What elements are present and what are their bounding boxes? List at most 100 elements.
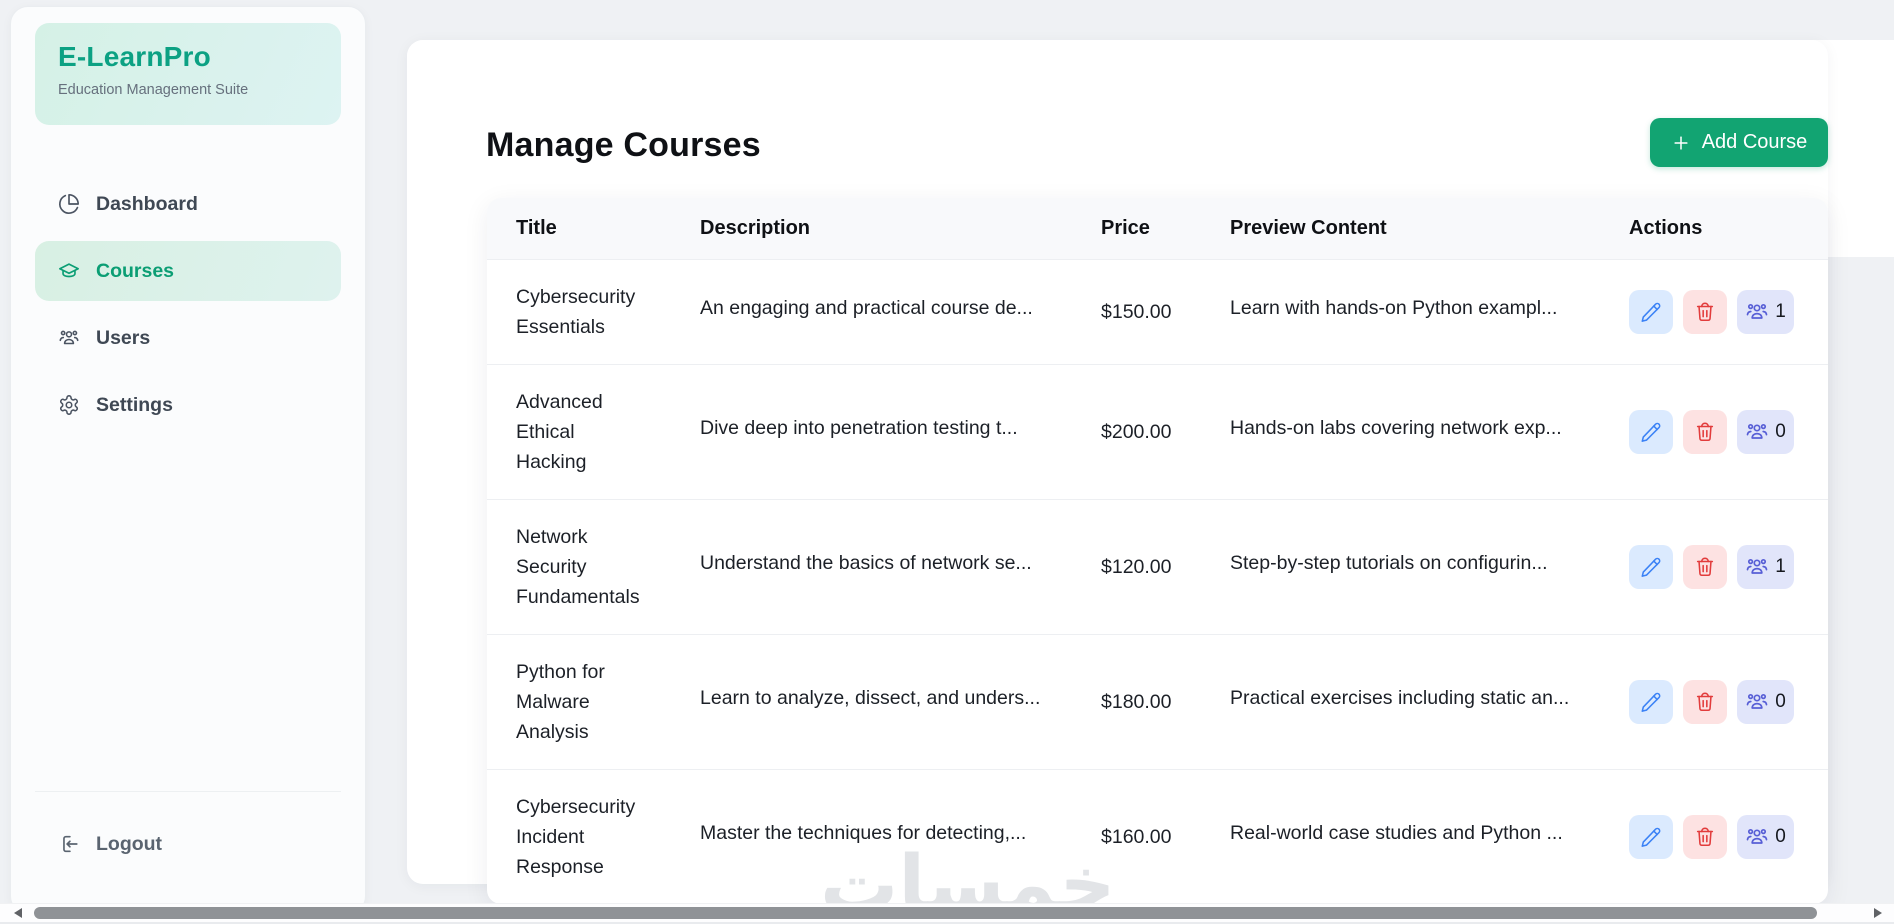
course-preview: Practical exercises including static an.… [1230,686,1570,709]
course-description-cell: An engaging and practical course de... [700,259,1101,365]
users-group-icon [1745,825,1769,849]
course-price-cell: $200.00 [1101,364,1230,500]
edit-course-button[interactable] [1629,545,1673,589]
sidebar-item-courses[interactable]: Courses [35,241,341,301]
column-header-actions: Actions [1629,217,1703,239]
course-description-cell: Learn to analyze, dissect, and unders... [700,634,1101,770]
course-actions-cell: 0 [1629,364,1828,500]
course-preview: Learn with hands-on Python exampl... [1230,296,1558,319]
course-actions-cell: 0 [1629,769,1828,904]
pencil-icon [1640,556,1662,578]
enrolled-count: 0 [1775,691,1786,712]
course-preview-cell: Real-world case studies and Python ... [1230,769,1629,904]
sidebar-item-label: Dashboard [96,192,198,215]
table-row: Advanced Ethical Hacking Dive deep into … [487,364,1828,500]
sidebar-item-dashboard[interactable]: Dashboard [35,174,341,234]
scroll-left-arrow-icon[interactable] [14,908,22,918]
sidebar-item-label: Users [96,326,151,349]
course-description: An engaging and practical course de... [700,296,1033,319]
course-title-cell: Cybersecurity Incident Response [487,769,700,904]
sidebar-item-label: Courses [96,259,175,282]
course-description-cell: Understand the basics of network se... [700,499,1101,635]
enrolled-count: 1 [1775,556,1786,577]
app-tagline: Education Management Suite [58,82,249,98]
course-description: Learn to analyze, dissect, and unders... [700,686,1041,709]
users-icon [58,327,80,349]
course-preview-cell: Practical exercises including static an.… [1230,634,1629,770]
table-row: Network Security Fundamentals Understand… [487,499,1828,635]
delete-course-button[interactable] [1683,290,1727,334]
users-group-icon [1745,690,1769,714]
column-header-preview-content: Preview Content [1230,217,1387,239]
course-title: Cybersecurity Essentials [516,286,636,338]
logout-button[interactable]: Logout [35,816,341,872]
enrolled-count: 0 [1775,421,1786,442]
enrolled-users-button[interactable]: 1 [1737,545,1794,589]
delete-course-button[interactable] [1683,545,1727,589]
pencil-icon [1640,691,1662,713]
column-header-title: Title [516,217,557,239]
users-group-icon [1745,555,1769,579]
course-preview-cell: Step-by-step tutorials on configurin... [1230,499,1629,635]
course-preview: Hands-on labs covering network exp... [1230,416,1562,439]
enrolled-count: 1 [1775,301,1786,322]
course-description: Master the techniques for detecting,... [700,821,1027,844]
delete-course-button[interactable] [1683,815,1727,859]
course-preview: Real-world case studies and Python ... [1230,821,1563,844]
course-price: $150.00 [1101,301,1172,323]
logout-icon [58,833,80,855]
enrolled-users-button[interactable]: 0 [1737,815,1794,859]
trash-icon [1694,301,1716,323]
sidebar: E-LearnPro Education Management Suite Da… [10,6,366,914]
table-row: Cybersecurity Incident Response Master t… [487,769,1828,904]
enrolled-users-button[interactable]: 0 [1737,680,1794,724]
trash-icon [1694,421,1716,443]
scroll-right-arrow-icon[interactable] [1874,908,1882,918]
edit-course-button[interactable] [1629,680,1673,724]
course-price-cell: $150.00 [1101,259,1230,365]
course-description-cell: Dive deep into penetration testing t... [700,364,1101,500]
course-actions-cell: 1 [1629,259,1828,365]
course-description: Dive deep into penetration testing t... [700,416,1018,439]
sidebar-footer: Logout [35,791,341,872]
add-course-label: Add Course [1701,131,1808,153]
course-price-cell: $160.00 [1101,769,1230,904]
horizontal-scrollbar[interactable] [0,903,1894,924]
course-title-cell: Python for Malware Analysis [487,634,700,770]
add-course-button[interactable]: Add Course [1650,118,1828,167]
trash-icon [1694,691,1716,713]
course-title-cell: Advanced Ethical Hacking [487,364,700,500]
users-group-icon [1745,420,1769,444]
enrolled-users-button[interactable]: 0 [1737,410,1794,454]
sidebar-nav: Dashboard Courses Users Settings [11,174,365,435]
gear-icon [58,394,80,416]
pencil-icon [1640,826,1662,848]
users-group-icon [1745,300,1769,324]
pencil-icon [1640,301,1662,323]
enrolled-count: 0 [1775,826,1786,847]
column-header-description: Description [700,217,811,239]
edit-course-button[interactable] [1629,815,1673,859]
enrolled-users-button[interactable]: 1 [1737,290,1794,334]
trash-icon [1694,556,1716,578]
course-title: Python for Malware Analysis [516,661,605,743]
pie-chart-icon [58,193,80,215]
course-description-cell: Master the techniques for detecting,... [700,769,1101,904]
pencil-icon [1640,421,1662,443]
logout-label: Logout [96,832,163,855]
edit-course-button[interactable] [1629,290,1673,334]
course-title-cell: Cybersecurity Essentials [487,259,700,365]
sidebar-item-settings[interactable]: Settings [35,375,341,435]
scrollbar-thumb[interactable] [34,907,1817,919]
table-row: Cybersecurity Essentials An engaging and… [487,259,1828,365]
course-preview-cell: Hands-on labs covering network exp... [1230,364,1629,500]
delete-course-button[interactable] [1683,680,1727,724]
course-title: Cybersecurity Incident Response [516,796,636,878]
sidebar-item-label: Settings [96,393,173,416]
edit-course-button[interactable] [1629,410,1673,454]
sidebar-item-users[interactable]: Users [35,308,341,368]
delete-course-button[interactable] [1683,410,1727,454]
course-title: Advanced Ethical Hacking [516,391,603,473]
course-title-cell: Network Security Fundamentals [487,499,700,635]
plus-icon [1671,133,1691,153]
